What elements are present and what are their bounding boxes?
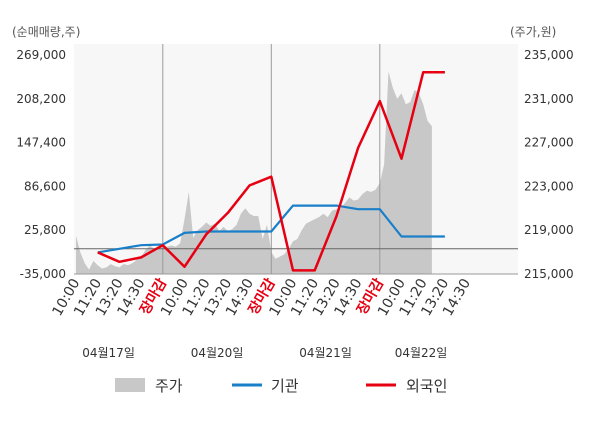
legend-label-institution: 기관 [271, 377, 299, 395]
left-axis: 269,000 208,200 147,400 86,600 25,800 -35,000 [16, 48, 66, 281]
x-axis: 10:0011:2013:2014:30장마감10:0011:2013:2014… [49, 275, 474, 319]
left-tick-label: 86,600 [24, 179, 66, 193]
price-area [76, 71, 432, 275]
series-line-layer [97, 71, 445, 272]
left-tick-label: 147,400 [16, 136, 66, 150]
date-label: 04월21일 [299, 346, 352, 360]
legend-label-price: 주가 [155, 377, 183, 395]
legend-item-institution: 기관 [232, 377, 299, 395]
date-label: 04월20일 [191, 346, 244, 360]
right-tick-label: 231,000 [524, 92, 574, 106]
left-tick-label: -35,000 [20, 267, 66, 281]
institution-line [97, 204, 445, 254]
right-axis: 235,000 231,000 227,000 223,000 219,000 215,0… [524, 48, 574, 281]
legend-item-price: 주가 [115, 377, 183, 395]
legend-label-foreign: 외국인 [406, 377, 447, 395]
right-tick-label: 227,000 [524, 136, 574, 150]
left-tick-label: 25,800 [24, 223, 66, 237]
right-tick-label: 219,000 [524, 223, 574, 237]
plot-area [74, 44, 518, 274]
legend: 주가 기관 외국인 [115, 377, 447, 395]
foreign-line [97, 71, 445, 272]
right-tick-label: 215,000 [524, 267, 574, 281]
price-area-layer [76, 71, 432, 275]
date-label: 04월22일 [395, 346, 448, 360]
right-tick-label: 235,000 [524, 48, 574, 62]
right-axis-unit: (주가,원) [510, 25, 556, 39]
right-tick-label: 223,000 [524, 179, 574, 193]
grid-layer [74, 44, 518, 275]
legend-item-foreign: 외국인 [366, 377, 447, 395]
legend-swatch-price [115, 378, 145, 392]
date-label: 04월17일 [82, 346, 135, 360]
left-tick-label: 269,000 [16, 48, 66, 62]
left-tick-label: 208,200 [16, 92, 66, 106]
date-labels: 04월17일 04월20일 04월21일 04월22일 [82, 346, 447, 360]
left-axis-unit: (순매매량,주) [12, 25, 80, 39]
